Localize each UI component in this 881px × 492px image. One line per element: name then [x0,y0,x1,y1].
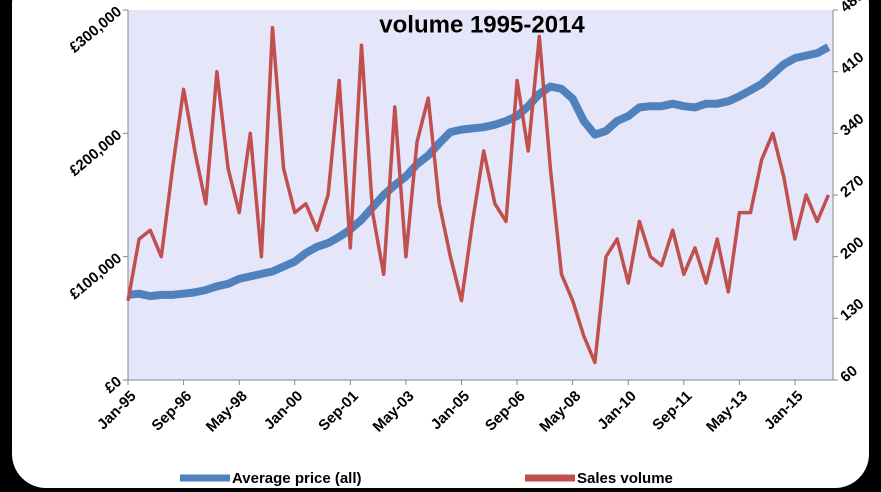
chart-title: volume 1995-2014 [379,11,585,38]
series-line [127,43,831,301]
legend-label: Sales volume [577,470,673,487]
plot-area [128,10,833,380]
legend-label: Average price (all) [232,470,362,487]
series-line [126,25,831,365]
